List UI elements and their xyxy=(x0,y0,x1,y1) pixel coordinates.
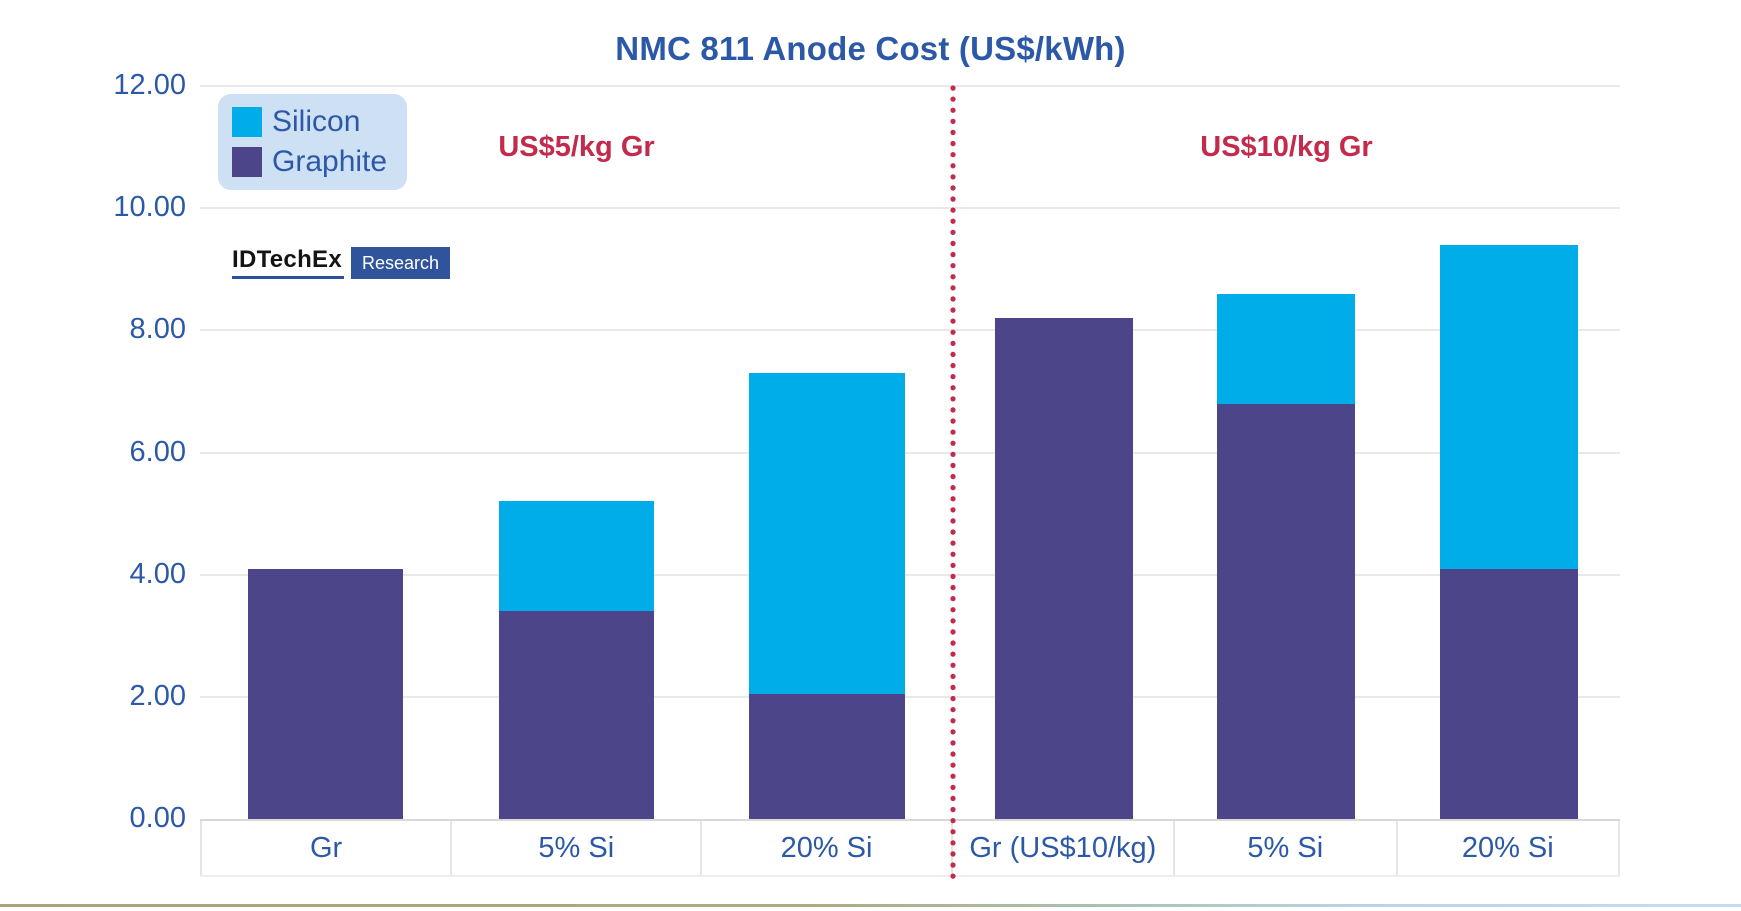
x-axis: Gr 5% Si 20% Si Gr (US$10/kg) 5% Si 20% Si xyxy=(200,819,1620,877)
legend: Silicon Graphite xyxy=(218,94,408,190)
y-tick-label: 2.00 xyxy=(129,679,186,712)
y-tick-label: 8.00 xyxy=(129,313,186,346)
bar-segment-silicon xyxy=(1439,244,1578,569)
bar-segment-graphite xyxy=(994,318,1133,819)
graphite-swatch-icon xyxy=(232,147,262,177)
gridline xyxy=(200,695,1620,698)
y-axis: 12.00 10.00 8.00 6.00 4.00 2.00 0.00 xyxy=(0,69,186,834)
gridline xyxy=(200,329,1620,332)
y-tick-label: 10.00 xyxy=(113,190,186,223)
bar-segment-silicon xyxy=(498,501,655,612)
bar-stack xyxy=(994,86,1133,819)
idtechex-logo: IDTechEx Research xyxy=(232,246,451,280)
bar-segment-graphite xyxy=(749,693,905,819)
x-axis-label: 20% Si xyxy=(1398,821,1620,875)
bar-stack xyxy=(498,86,655,819)
bar-column-1 xyxy=(451,86,702,819)
bar-stack xyxy=(247,86,404,819)
x-axis-label: 20% Si xyxy=(702,821,953,875)
scenario-divider-dotted-line xyxy=(950,85,956,885)
bar-segment-graphite xyxy=(1217,403,1356,819)
gridline xyxy=(200,207,1620,210)
x-label-group-us5: Gr 5% Si 20% Si xyxy=(200,821,953,875)
bar-segment-silicon xyxy=(749,373,905,694)
annotation-us10-per-kg: US$10/kg Gr xyxy=(1200,131,1373,163)
logo-research-badge: Research xyxy=(351,247,451,280)
gridline xyxy=(200,85,1620,87)
x-label-group-us10: Gr (US$10/kg) 5% Si 20% Si xyxy=(953,821,1620,875)
legend-label: Graphite xyxy=(272,145,388,178)
y-tick-label: 6.00 xyxy=(129,435,186,468)
bar-segment-silicon xyxy=(1217,293,1356,404)
bar-stack xyxy=(749,86,905,819)
annotation-us5-per-kg: US$5/kg Gr xyxy=(498,131,655,163)
bar-column-0 xyxy=(200,86,451,819)
bar-column-5 xyxy=(1398,86,1620,819)
bottom-edge-strip xyxy=(0,904,1741,907)
chart-title: NMC 811 Anode Cost (US$/kWh) xyxy=(615,30,1126,67)
logo-brand-text: IDTechEx xyxy=(232,246,344,280)
plot-area xyxy=(200,85,1620,819)
bar-column-3 xyxy=(953,86,1175,819)
bar-group-us5 xyxy=(200,86,953,819)
bar-columns xyxy=(200,86,1620,819)
gridline xyxy=(200,573,1620,576)
y-tick-label: 0.00 xyxy=(129,801,186,834)
x-axis-label: Gr xyxy=(200,821,453,875)
legend-item-silicon: Silicon xyxy=(232,107,387,137)
y-tick-label: 4.00 xyxy=(129,557,186,590)
x-axis-label: 5% Si xyxy=(452,821,703,875)
bar-segment-graphite xyxy=(498,611,655,819)
silicon-swatch-icon xyxy=(232,107,262,137)
legend-item-graphite: Graphite xyxy=(232,147,387,177)
bar-group-us10 xyxy=(953,86,1620,819)
bar-stack xyxy=(1217,86,1356,819)
bar-segment-graphite xyxy=(1439,568,1578,819)
y-tick-label: 12.00 xyxy=(113,68,186,101)
bar-segment-graphite xyxy=(247,568,404,819)
bar-column-2 xyxy=(702,86,953,819)
gridline xyxy=(200,451,1620,454)
legend-label: Silicon xyxy=(272,105,361,138)
bar-column-4 xyxy=(1175,86,1397,819)
x-axis-label: 5% Si xyxy=(1175,821,1398,875)
x-axis-label: Gr (US$10/kg) xyxy=(953,821,1176,875)
bar-stack xyxy=(1439,86,1578,819)
